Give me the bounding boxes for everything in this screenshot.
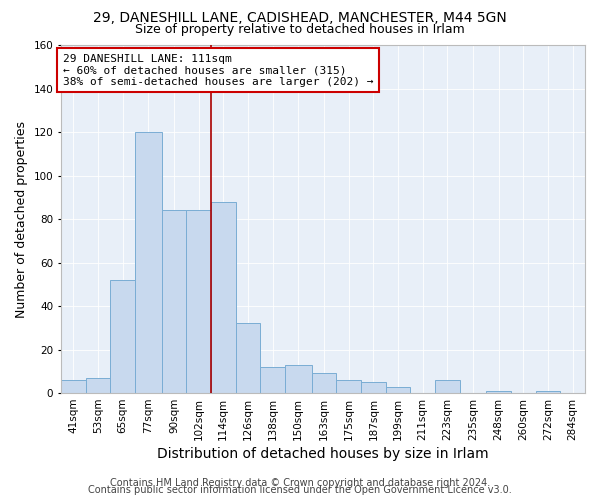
Y-axis label: Number of detached properties: Number of detached properties [15, 120, 28, 318]
Bar [386, 386, 410, 393]
X-axis label: Distribution of detached houses by size in Irlam: Distribution of detached houses by size … [157, 447, 489, 461]
Text: Size of property relative to detached houses in Irlam: Size of property relative to detached ho… [135, 22, 465, 36]
Bar [311, 374, 337, 393]
Bar [211, 202, 236, 393]
Text: 29, DANESHILL LANE, CADISHEAD, MANCHESTER, M44 5GN: 29, DANESHILL LANE, CADISHEAD, MANCHESTE… [93, 11, 507, 25]
Text: Contains public sector information licensed under the Open Government Licence v3: Contains public sector information licen… [88, 485, 512, 495]
Bar [110, 280, 135, 393]
Bar [135, 132, 161, 393]
Bar [337, 380, 361, 393]
Text: 29 DANESHILL LANE: 111sqm
← 60% of detached houses are smaller (315)
38% of semi: 29 DANESHILL LANE: 111sqm ← 60% of detac… [63, 54, 373, 87]
Bar [161, 210, 187, 393]
Text: Contains HM Land Registry data © Crown copyright and database right 2024.: Contains HM Land Registry data © Crown c… [110, 478, 490, 488]
Bar [236, 324, 260, 393]
Bar [187, 210, 211, 393]
Bar [487, 391, 511, 393]
Bar [536, 391, 560, 393]
Bar [61, 380, 86, 393]
Bar [285, 365, 311, 393]
Bar [435, 380, 460, 393]
Bar [361, 382, 386, 393]
Bar [260, 367, 285, 393]
Bar [86, 378, 110, 393]
